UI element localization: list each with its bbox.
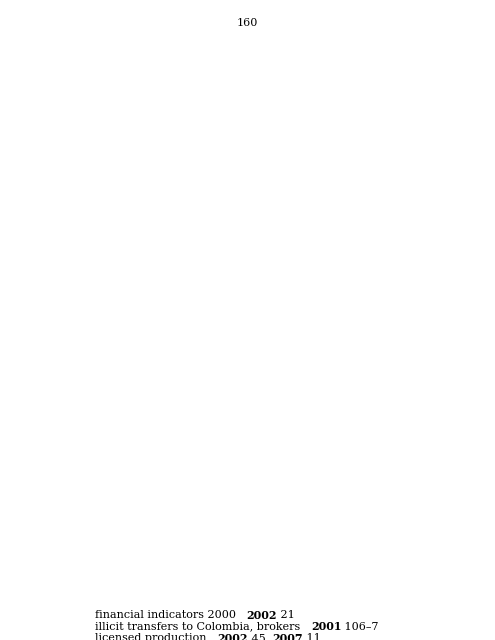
- Text: 11: 11: [303, 633, 321, 640]
- Text: 21: 21: [277, 610, 295, 620]
- Text: 2002: 2002: [217, 633, 248, 640]
- Text: illicit transfers to Colombia, brokers: illicit transfers to Colombia, brokers: [95, 621, 300, 632]
- Text: 2001: 2001: [311, 621, 341, 632]
- Text: financial indicators 2000: financial indicators 2000: [95, 610, 236, 620]
- Text: licensed production: licensed production: [95, 633, 206, 640]
- Text: 45,: 45,: [248, 633, 272, 640]
- Text: 160: 160: [237, 18, 258, 28]
- Text: 2007: 2007: [272, 633, 303, 640]
- Text: 106–7: 106–7: [341, 621, 379, 632]
- Text: 2002: 2002: [247, 610, 277, 621]
